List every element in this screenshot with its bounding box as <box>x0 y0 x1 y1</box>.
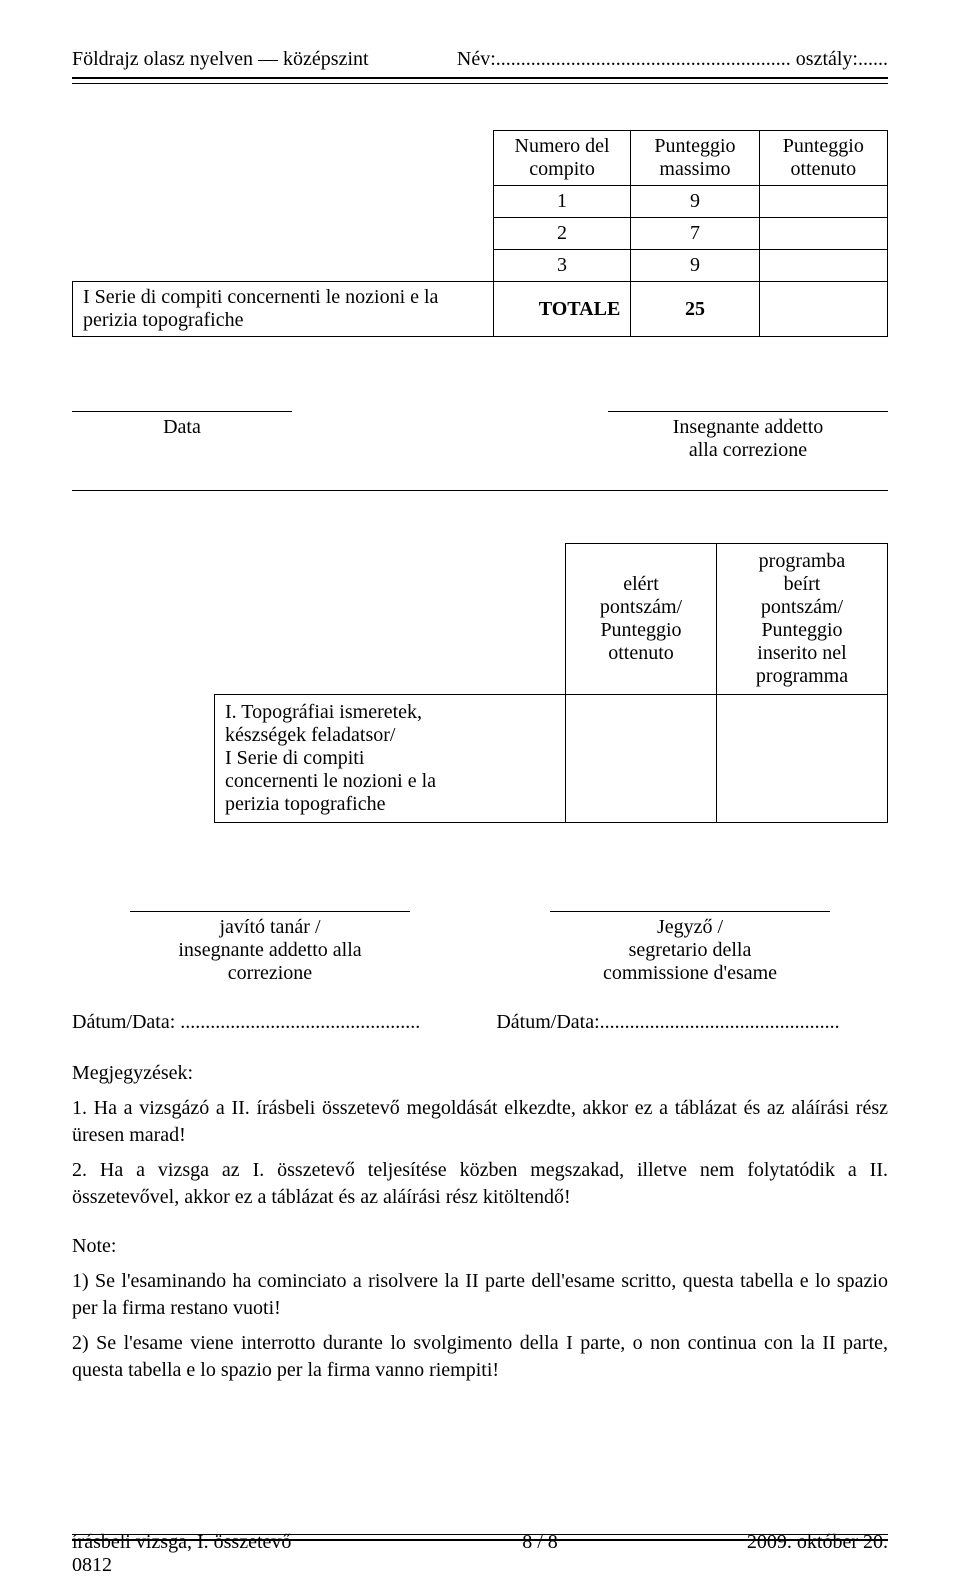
table-row: elért pontszám/ Punteggio ottenuto progr… <box>215 544 888 695</box>
footer-left-line1: írásbeli vizsga, I. összetevő <box>72 1531 392 1554</box>
header-right-prefix: Név: <box>457 48 496 70</box>
row-max: 9 <box>631 186 759 218</box>
sig-line-teacher <box>608 411 888 412</box>
col-ottenuto: Punteggio ottenuto <box>759 131 887 186</box>
notes-hu-2: 2. Ha a vizsga az I. összetevő teljesíté… <box>72 1157 888 1211</box>
notes-heading-hu: Megjegyzések: <box>72 1060 888 1087</box>
header-left: Földrajz olasz nyelven — középszint <box>72 48 369 71</box>
col-numero: Numero del compito <box>493 131 630 186</box>
sig-secretary-1: Jegyző / <box>550 916 830 939</box>
notes-it-2: 2) Se l'esame viene interrotto durante l… <box>72 1330 888 1384</box>
sig-corrector-2: insegnante addetto alla <box>130 939 410 962</box>
total-row-label: I Serie di compiti concernenti le nozion… <box>73 282 494 337</box>
footer-right: 2009. október 20. <box>688 1531 888 1577</box>
footer-left: írásbeli vizsga, I. összetevő 0812 <box>72 1531 392 1577</box>
row-num: 2 <box>493 218 630 250</box>
totale-label: TOTALE <box>493 282 630 337</box>
header-rule-bottom <box>72 83 888 84</box>
col-massimo: Punteggio massimo <box>631 131 759 186</box>
table-row: I. Topográfiai ismeretek, készségek fela… <box>215 695 888 823</box>
footer-mid: 8 / 8 <box>392 1531 688 1577</box>
header-name-dots: ........................................… <box>496 48 791 70</box>
date-left: Dátum/Data: ............................… <box>72 1011 464 1034</box>
sig-label-teacher-1: Insegnante addetto <box>608 416 888 439</box>
row-num: 3 <box>493 250 630 282</box>
header-class-dots: ...... <box>858 48 888 70</box>
table-row: Numero del compito Punteggio massimo Pun… <box>73 131 888 186</box>
sig-label-data: Data <box>72 416 292 439</box>
header-right-suffix: osztály: <box>791 48 858 70</box>
row-got <box>759 218 887 250</box>
cell-programba <box>717 695 888 823</box>
sig-label-teacher-2: alla correzione <box>608 439 888 462</box>
program-table: elért pontszám/ Punteggio ottenuto progr… <box>214 543 888 823</box>
table-row-total: I Serie di compiti concernenti le nozion… <box>73 282 888 337</box>
footer-left-line2: 0812 <box>72 1554 392 1577</box>
notes-hu-1: 1. Ha a vizsgázó a II. írásbeli összetev… <box>72 1095 888 1149</box>
table-row: 2 7 <box>73 218 888 250</box>
sig-secretary-3: commissione d'esame <box>550 962 830 985</box>
section-divider <box>72 490 888 491</box>
row-got <box>759 250 887 282</box>
row-got <box>759 186 887 218</box>
table-row: 1 9 <box>73 186 888 218</box>
cell-elert <box>566 695 717 823</box>
sig-secretary-2: segretario della <box>550 939 830 962</box>
totale-max: 25 <box>631 282 759 337</box>
totale-got <box>759 282 887 337</box>
col-programba: programba beírt pontszám/ Punteggio inse… <box>717 544 888 695</box>
row-num: 1 <box>493 186 630 218</box>
row-max: 7 <box>631 218 759 250</box>
sig-line-secretary <box>550 911 830 912</box>
date-right: Dátum/Data:.............................… <box>496 1011 888 1034</box>
header-right: Név:....................................… <box>457 48 888 71</box>
sig-line-corrector <box>130 911 410 912</box>
notes-heading-it: Note: <box>72 1233 888 1260</box>
col-elert: elért pontszám/ Punteggio ottenuto <box>566 544 717 695</box>
sig-line-data <box>72 411 292 412</box>
row-max: 9 <box>631 250 759 282</box>
notes-it-1: 1) Se l'esaminando ha cominciato a risol… <box>72 1268 888 1322</box>
sig-corrector-3: correzione <box>130 962 410 985</box>
table-row: 3 9 <box>73 250 888 282</box>
sig-corrector-1: javító tanár / <box>130 916 410 939</box>
program-row-label: I. Topográfiai ismeretek, készségek fela… <box>215 695 566 823</box>
score-table: Numero del compito Punteggio massimo Pun… <box>72 130 888 337</box>
